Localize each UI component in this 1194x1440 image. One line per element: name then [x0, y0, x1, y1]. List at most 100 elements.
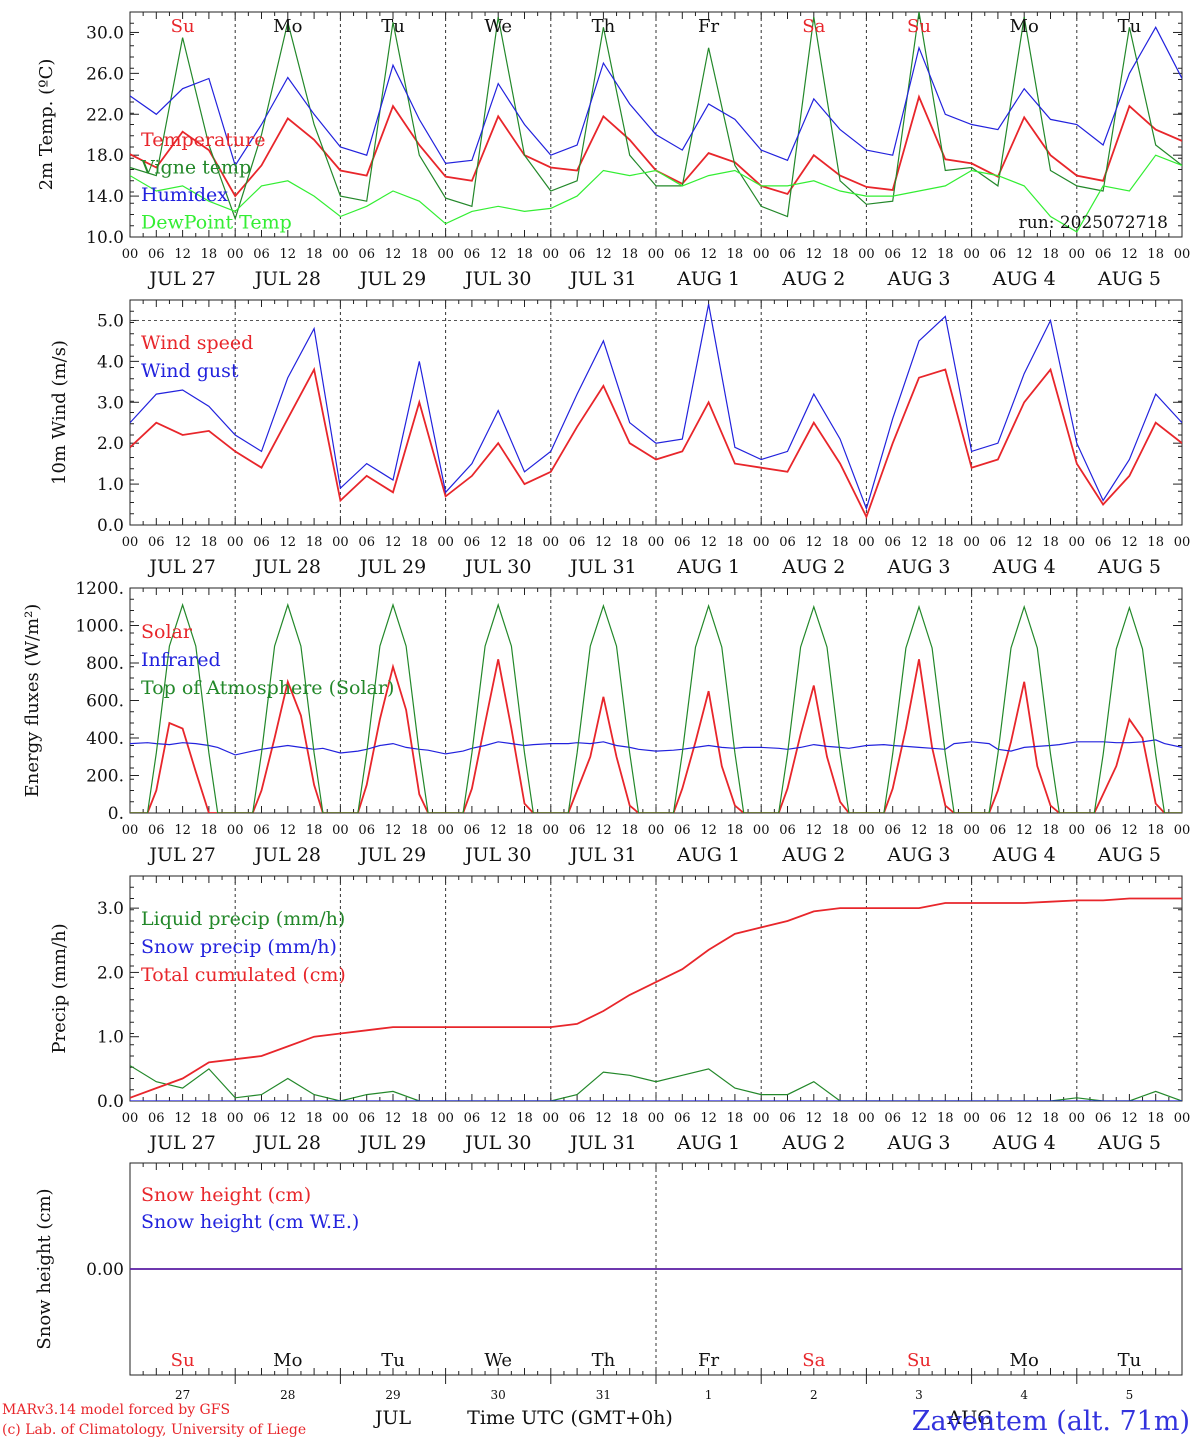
- weekday-label: We: [484, 1350, 512, 1371]
- hour-tick-label: 00: [437, 247, 454, 262]
- hour-tick-label: 12: [490, 823, 507, 838]
- hour-tick-label: 06: [1095, 247, 1112, 262]
- hour-tick-label: 06: [148, 535, 165, 550]
- day-label: JUL 31: [568, 1132, 636, 1154]
- legend-entry: Liquid precip (mm/h): [141, 908, 345, 930]
- hour-tick-label: 12: [806, 535, 823, 550]
- y-tick-label: 1200.: [75, 579, 124, 599]
- day-label: JUL 29: [358, 268, 426, 290]
- series-line-humidex: [130, 26, 1182, 167]
- day-number-label: 27: [175, 1388, 190, 1402]
- hour-tick-label: 00: [1174, 823, 1191, 838]
- hour-tick-label: 18: [621, 823, 638, 838]
- day-label: JUL 30: [463, 556, 531, 578]
- day-label: JUL 29: [358, 844, 426, 866]
- weekday-label: Tu: [1118, 1350, 1142, 1371]
- day-label: JUL 30: [463, 844, 531, 866]
- hour-tick-label: 06: [779, 1111, 796, 1126]
- hour-tick-label: 12: [1121, 247, 1138, 262]
- hour-tick-label: 18: [621, 1111, 638, 1126]
- hour-tick-label: 06: [464, 823, 481, 838]
- legend-entry: Snow height (cm): [141, 1184, 311, 1206]
- legend-entry: Infrared: [141, 649, 221, 671]
- hour-tick-label: 00: [753, 1111, 770, 1126]
- day-number-label: 1: [705, 1388, 713, 1402]
- day-label: JUL 28: [253, 268, 321, 290]
- y-tick-label: 2.0: [97, 963, 124, 983]
- hour-tick-label: 12: [1121, 535, 1138, 550]
- hour-tick-label: 06: [884, 535, 901, 550]
- day-label: JUL 29: [358, 1132, 426, 1154]
- hour-tick-label: 12: [174, 1111, 191, 1126]
- hour-tick-label: 18: [201, 823, 218, 838]
- hour-tick-label: 12: [280, 535, 297, 550]
- hour-tick-label: 18: [1042, 247, 1059, 262]
- hour-tick-label: 18: [201, 535, 218, 550]
- hour-tick-label: 12: [700, 535, 717, 550]
- y-axis-label: Energy fluxes (W/m²): [22, 604, 43, 798]
- hour-tick-label: 12: [385, 535, 402, 550]
- hour-tick-label: 12: [911, 247, 928, 262]
- hour-tick-label: 06: [1095, 823, 1112, 838]
- legend-entry: Humidex: [141, 184, 228, 206]
- hour-tick-label: 18: [1147, 1111, 1164, 1126]
- day-label: AUG 5: [1097, 1132, 1161, 1154]
- hour-tick-label: 18: [727, 535, 744, 550]
- hour-tick-label: 00: [543, 247, 560, 262]
- hour-tick-label: 00: [753, 247, 770, 262]
- hour-tick-label: 18: [1147, 823, 1164, 838]
- hour-tick-label: 06: [884, 1111, 901, 1126]
- day-label: JUL 31: [568, 268, 636, 290]
- hour-tick-label: 00: [1069, 535, 1086, 550]
- hour-tick-label: 12: [385, 823, 402, 838]
- day-label: AUG 3: [886, 268, 950, 290]
- hour-tick-label: 18: [306, 1111, 323, 1126]
- hour-tick-label: 18: [621, 247, 638, 262]
- day-label: JUL 27: [147, 556, 215, 578]
- hour-tick-label: 00: [227, 247, 244, 262]
- weekday-label: Fr: [698, 1350, 719, 1371]
- day-number-label: 2: [810, 1388, 818, 1402]
- hour-tick-label: 00: [648, 1111, 665, 1126]
- y-tick-label: 3.0: [97, 393, 124, 413]
- hour-tick-label: 00: [543, 535, 560, 550]
- x-axis-label: Time UTC (GMT+0h): [467, 1407, 673, 1429]
- hour-tick-label: 00: [122, 247, 139, 262]
- hour-tick-label: 12: [806, 247, 823, 262]
- hour-tick-label: 00: [437, 823, 454, 838]
- series-line-infrared: [130, 739, 1182, 756]
- hour-tick-label: 06: [674, 535, 691, 550]
- day-label: JUL 30: [463, 1132, 531, 1154]
- series-line-solar: [130, 659, 1182, 813]
- hour-tick-label: 12: [280, 1111, 297, 1126]
- hour-tick-label: 12: [385, 1111, 402, 1126]
- series-line-liquid-precip-mm-h-: [130, 1065, 1182, 1101]
- series-line-wind-gust: [130, 303, 1182, 511]
- hour-tick-label: 06: [569, 535, 586, 550]
- day-label: AUG 4: [992, 268, 1056, 290]
- day-label: JUL 28: [253, 1132, 321, 1154]
- y-tick-label: 0.0: [97, 1092, 124, 1112]
- hour-tick-label: 12: [700, 1111, 717, 1126]
- hour-tick-label: 18: [306, 535, 323, 550]
- hour-tick-label: 12: [490, 247, 507, 262]
- day-label: AUG 1: [676, 268, 740, 290]
- hour-tick-label: 00: [858, 1111, 875, 1126]
- hour-tick-label: 18: [201, 247, 218, 262]
- legend-entry: Snow height (cm W.E.): [141, 1211, 359, 1233]
- hour-tick-label: 00: [227, 535, 244, 550]
- hour-tick-label: 00: [227, 823, 244, 838]
- hour-tick-label: 18: [201, 1111, 218, 1126]
- weekday-label: Th: [592, 16, 616, 37]
- hour-tick-label: 18: [727, 247, 744, 262]
- hour-tick-label: 18: [937, 823, 954, 838]
- hour-tick-label: 00: [648, 247, 665, 262]
- hour-tick-label: 00: [332, 823, 349, 838]
- y-tick-label: 18.0: [86, 146, 124, 166]
- day-label: AUG 4: [992, 1132, 1056, 1154]
- weekday-label: Tu: [381, 16, 405, 37]
- weekday-label: Sa: [802, 1350, 825, 1371]
- hour-tick-label: 18: [937, 535, 954, 550]
- y-tick-label: 0.0: [97, 516, 124, 536]
- day-label: JUL 28: [253, 556, 321, 578]
